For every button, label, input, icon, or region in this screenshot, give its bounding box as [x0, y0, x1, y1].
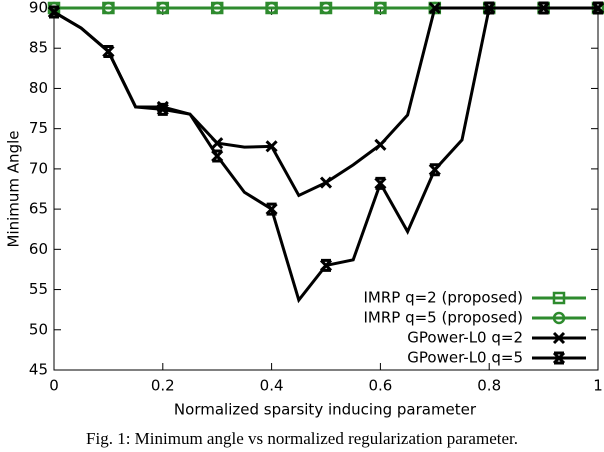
data-point	[591, 1, 604, 15]
x-tick-label: 0.6	[368, 377, 392, 395]
data-point	[156, 1, 170, 15]
y-tick-label: 60	[29, 240, 48, 258]
data-point	[102, 44, 115, 58]
data-point	[265, 140, 278, 153]
data-point	[265, 202, 278, 216]
x-tick-label: 1	[593, 377, 603, 395]
legend-marker	[552, 351, 566, 365]
x-tick-label: 0.8	[477, 377, 501, 395]
legend-marker	[552, 291, 566, 305]
data-point	[483, 1, 496, 15]
caption: Fig. 1: Minimum angle vs normalized regu…	[86, 429, 518, 448]
legend-marker	[552, 331, 566, 345]
y-axis-label: Minimum Angle	[5, 131, 23, 248]
legend-label: IMRP q=5 (proposed)	[363, 309, 523, 327]
data-point	[428, 163, 441, 177]
y-tick-label: 45	[29, 361, 48, 379]
y-tick-label: 85	[29, 39, 48, 57]
y-tick-label: 75	[29, 119, 48, 137]
x-tick-label: 0.2	[151, 377, 175, 395]
data-point	[537, 1, 550, 15]
data-point	[47, 5, 61, 19]
data-point	[319, 1, 333, 15]
y-tick-label: 90	[29, 0, 48, 17]
series-line	[53, 6, 598, 304]
legend-label: GPower-L0 q=5	[407, 349, 523, 367]
y-tick-label: 70	[29, 159, 48, 177]
data-point	[156, 102, 169, 116]
data-point	[265, 1, 278, 15]
data-point	[319, 176, 333, 189]
y-tick-label: 50	[29, 320, 48, 338]
data-point	[428, 1, 441, 15]
legend-marker	[552, 311, 566, 325]
data-point	[210, 1, 224, 15]
y-tick-label: 55	[29, 280, 48, 298]
data-point	[374, 138, 387, 151]
data-point	[102, 1, 115, 15]
x-axis-label: Normalized sparsity inducing parameter	[174, 401, 477, 419]
data-point	[211, 137, 224, 150]
x-tick-label: 0	[49, 377, 59, 395]
data-point	[374, 176, 387, 190]
y-tick-label: 65	[29, 200, 48, 218]
data-point	[319, 258, 333, 272]
legend-label: IMRP q=2 (proposed)	[363, 289, 523, 307]
legend-label: GPower-L0 q=2	[407, 329, 523, 347]
data-point	[211, 149, 224, 163]
y-tick-label: 80	[29, 79, 48, 97]
x-tick-label: 0.4	[260, 377, 284, 395]
series-line	[53, 6, 598, 198]
data-point	[374, 1, 387, 15]
